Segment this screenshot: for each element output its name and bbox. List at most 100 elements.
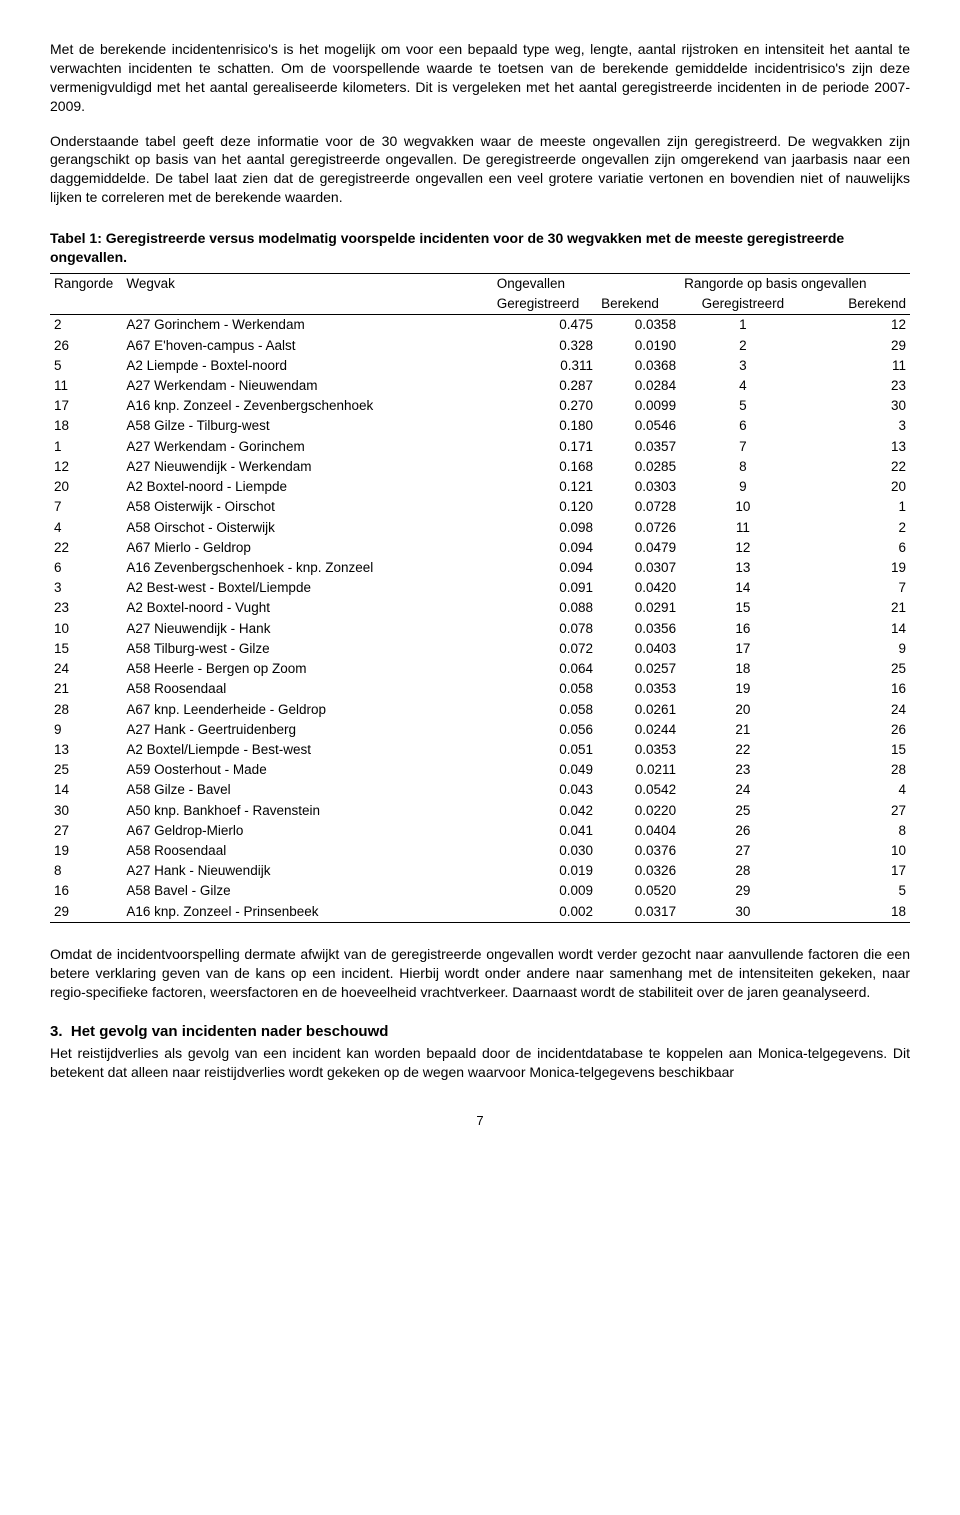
cell-rank-gereg: 4 xyxy=(680,376,806,396)
cell-rank-berekend: 7 xyxy=(806,578,910,598)
table-caption: Tabel 1: Geregistreerde versus modelmati… xyxy=(50,229,910,267)
cell-rank-berekend: 1 xyxy=(806,497,910,517)
cell-rank-berekend: 30 xyxy=(806,396,910,416)
cell-rank-gereg: 3 xyxy=(680,356,806,376)
cell-rank-berekend: 4 xyxy=(806,780,910,800)
cell-rangorde: 14 xyxy=(50,780,122,800)
table-row: 1A27 Werkendam - Gorinchem0.1710.0357713 xyxy=(50,437,910,457)
cell-wegvak: A50 knp. Bankhoef - Ravenstein xyxy=(122,801,492,821)
cell-rank-gereg: 13 xyxy=(680,558,806,578)
cell-geregistreerd: 0.043 xyxy=(493,780,597,800)
cell-rangorde: 12 xyxy=(50,457,122,477)
cell-rangorde: 29 xyxy=(50,902,122,923)
cell-berekend: 0.0420 xyxy=(597,578,680,598)
cell-geregistreerd: 0.091 xyxy=(493,578,597,598)
cell-rangorde: 8 xyxy=(50,861,122,881)
cell-wegvak: A58 Bavel - Gilze xyxy=(122,881,492,901)
cell-geregistreerd: 0.098 xyxy=(493,518,597,538)
table-row: 5A2 Liempde - Boxtel-noord0.3110.0368311 xyxy=(50,356,910,376)
cell-rank-gereg: 12 xyxy=(680,538,806,558)
cell-rank-berekend: 3 xyxy=(806,416,910,436)
cell-rangorde: 16 xyxy=(50,881,122,901)
cell-rangorde: 9 xyxy=(50,720,122,740)
cell-geregistreerd: 0.168 xyxy=(493,457,597,477)
cell-rangorde: 22 xyxy=(50,538,122,558)
cell-rank-gereg: 27 xyxy=(680,841,806,861)
cell-berekend: 0.0403 xyxy=(597,639,680,659)
cell-geregistreerd: 0.030 xyxy=(493,841,597,861)
cell-rangorde: 2 xyxy=(50,315,122,336)
cell-berekend: 0.0404 xyxy=(597,821,680,841)
cell-rangorde: 21 xyxy=(50,679,122,699)
cell-rank-gereg: 1 xyxy=(680,315,806,336)
page-number: 7 xyxy=(50,1112,910,1130)
cell-wegvak: A58 Roosendaal xyxy=(122,679,492,699)
cell-geregistreerd: 0.049 xyxy=(493,760,597,780)
cell-rangorde: 11 xyxy=(50,376,122,396)
cell-wegvak: A58 Roosendaal xyxy=(122,841,492,861)
cell-berekend: 0.0479 xyxy=(597,538,680,558)
cell-rangorde: 5 xyxy=(50,356,122,376)
cell-rank-gereg: 8 xyxy=(680,457,806,477)
cell-rangorde: 18 xyxy=(50,416,122,436)
cell-berekend: 0.0307 xyxy=(597,558,680,578)
section-body: Het reistijdverlies als gevolg van een i… xyxy=(50,1044,910,1082)
cell-rank-berekend: 8 xyxy=(806,821,910,841)
cell-rangorde: 17 xyxy=(50,396,122,416)
cell-rank-gereg: 23 xyxy=(680,760,806,780)
cell-wegvak: A16 knp. Zonzeel - Prinsenbeek xyxy=(122,902,492,923)
cell-rank-gereg: 20 xyxy=(680,700,806,720)
cell-rank-gereg: 11 xyxy=(680,518,806,538)
cell-geregistreerd: 0.475 xyxy=(493,315,597,336)
cell-berekend: 0.0546 xyxy=(597,416,680,436)
th-geregistreerd-2: Geregistreerd xyxy=(680,294,806,315)
cell-berekend: 0.0358 xyxy=(597,315,680,336)
table-row: 15A58 Tilburg-west - Gilze0.0720.0403179 xyxy=(50,639,910,659)
cell-rank-berekend: 24 xyxy=(806,700,910,720)
cell-berekend: 0.0285 xyxy=(597,457,680,477)
cell-rank-gereg: 2 xyxy=(680,336,806,356)
th-geregistreerd: Geregistreerd xyxy=(493,294,597,315)
cell-wegvak: A16 knp. Zonzeel - Zevenbergschenhoek xyxy=(122,396,492,416)
cell-geregistreerd: 0.121 xyxy=(493,477,597,497)
table-row: 12A27 Nieuwendijk - Werkendam0.1680.0285… xyxy=(50,457,910,477)
th-wegvak: Wegvak xyxy=(122,273,492,294)
cell-rank-berekend: 2 xyxy=(806,518,910,538)
cell-wegvak: A27 Werkendam - Gorinchem xyxy=(122,437,492,457)
cell-geregistreerd: 0.171 xyxy=(493,437,597,457)
table-row: 22A67 Mierlo - Geldrop0.0940.0479126 xyxy=(50,538,910,558)
table-row: 30A50 knp. Bankhoef - Ravenstein0.0420.0… xyxy=(50,801,910,821)
table-row: 11A27 Werkendam - Nieuwendam0.2870.02844… xyxy=(50,376,910,396)
cell-geregistreerd: 0.058 xyxy=(493,700,597,720)
cell-rank-berekend: 20 xyxy=(806,477,910,497)
section-title: Het gevolg van incidenten nader beschouw… xyxy=(71,1023,389,1040)
cell-rank-berekend: 25 xyxy=(806,659,910,679)
table-row: 25A59 Oosterhout - Made0.0490.02112328 xyxy=(50,760,910,780)
cell-rank-berekend: 23 xyxy=(806,376,910,396)
cell-berekend: 0.0220 xyxy=(597,801,680,821)
cell-berekend: 0.0356 xyxy=(597,619,680,639)
cell-berekend: 0.0353 xyxy=(597,679,680,699)
para-after-table: Omdat de incidentvoorspelling dermate af… xyxy=(50,945,910,1002)
cell-rangorde: 3 xyxy=(50,578,122,598)
cell-rank-gereg: 25 xyxy=(680,801,806,821)
table-row: 7A58 Oisterwijk - Oirschot0.1200.0728101 xyxy=(50,497,910,517)
table-row: 21A58 Roosendaal0.0580.03531916 xyxy=(50,679,910,699)
cell-wegvak: A27 Hank - Nieuwendijk xyxy=(122,861,492,881)
cell-wegvak: A27 Hank - Geertruidenberg xyxy=(122,720,492,740)
table-row: 3A2 Best-west - Boxtel/Liempde0.0910.042… xyxy=(50,578,910,598)
cell-wegvak: A59 Oosterhout - Made xyxy=(122,760,492,780)
cell-geregistreerd: 0.056 xyxy=(493,720,597,740)
cell-berekend: 0.0520 xyxy=(597,881,680,901)
cell-rank-gereg: 19 xyxy=(680,679,806,699)
cell-wegvak: A58 Tilburg-west - Gilze xyxy=(122,639,492,659)
cell-rank-gereg: 29 xyxy=(680,881,806,901)
cell-berekend: 0.0376 xyxy=(597,841,680,861)
cell-berekend: 0.0284 xyxy=(597,376,680,396)
cell-rank-gereg: 14 xyxy=(680,578,806,598)
cell-wegvak: A27 Nieuwendijk - Hank xyxy=(122,619,492,639)
th-berekend-2: Berekend xyxy=(806,294,910,315)
table-row: 20A2 Boxtel-noord - Liempde0.1210.030392… xyxy=(50,477,910,497)
cell-wegvak: A58 Gilze - Bavel xyxy=(122,780,492,800)
cell-rank-gereg: 26 xyxy=(680,821,806,841)
